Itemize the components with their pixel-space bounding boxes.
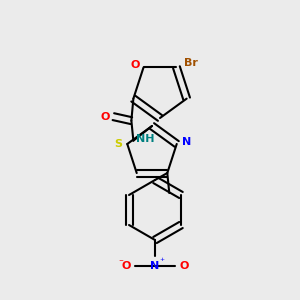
Text: NH: NH [136, 134, 155, 144]
Text: Br: Br [184, 58, 197, 68]
Text: $^-$: $^-$ [117, 256, 125, 266]
Text: O: O [179, 261, 189, 271]
Text: $^+$: $^+$ [158, 256, 166, 266]
Text: O: O [121, 261, 131, 271]
Text: O: O [131, 60, 140, 70]
Text: S: S [114, 139, 122, 149]
Text: O: O [101, 112, 110, 122]
Text: N: N [182, 137, 191, 147]
Text: N: N [150, 261, 160, 271]
